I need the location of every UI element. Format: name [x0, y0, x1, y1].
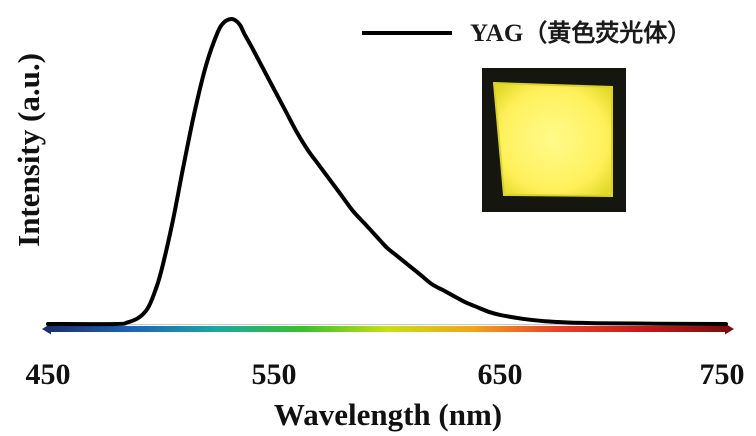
x-tick-label: 450 — [26, 358, 71, 391]
x-axis-title: Wavelength (nm) — [274, 397, 502, 432]
spectrum-left-arrow — [42, 323, 51, 335]
legend-label: YAG（黄色荧光体） — [470, 19, 691, 47]
series-line-yag — [46, 16, 728, 327]
spectrum-right-arrow — [725, 323, 734, 335]
phosphor-sample-photo — [482, 68, 626, 212]
phosphor-plate — [492, 81, 613, 198]
x-tick-label: 650 — [478, 358, 523, 391]
legend: YAG（黄色荧光体） — [362, 19, 691, 47]
legend-label-cjk: （黄色荧光体） — [523, 19, 691, 47]
legend-label-latin: YAG — [470, 20, 523, 47]
y-axis-title: Intensity (a.u.) — [11, 53, 46, 247]
x-tick-labels: 450 550 650 750 — [26, 358, 745, 391]
x-tick-label: 550 — [252, 358, 297, 391]
spectrum-color-bar — [42, 323, 734, 335]
spectrum-gradient-strip — [48, 326, 728, 332]
x-tick-label: 750 — [700, 358, 745, 391]
